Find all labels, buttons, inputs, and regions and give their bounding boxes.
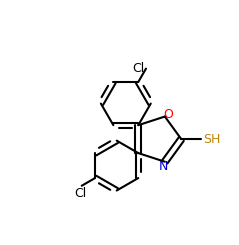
Text: SH: SH — [203, 133, 220, 146]
Text: O: O — [163, 108, 173, 121]
Text: Cl: Cl — [133, 62, 145, 75]
Text: Cl: Cl — [74, 187, 87, 200]
Text: N: N — [159, 160, 168, 173]
